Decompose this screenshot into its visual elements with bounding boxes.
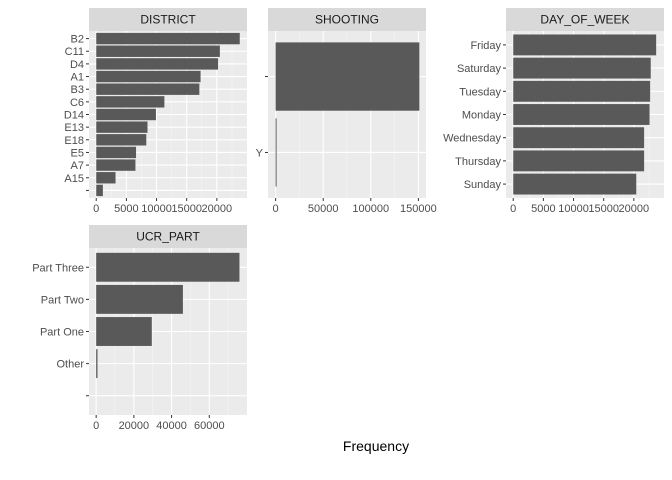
- x-tick-label: 20000: [619, 203, 650, 215]
- facet-title: SHOOTING: [315, 13, 379, 27]
- bar: [96, 134, 147, 146]
- facet-ucr-part: UCR_PART Part Three Part Two Part One Other 0…: [32, 225, 247, 432]
- x-tick-label: 60000: [194, 420, 225, 432]
- y-tick-label: E13: [64, 122, 84, 134]
- y-tick-label: Saturday: [457, 63, 502, 75]
- bar: [513, 127, 645, 149]
- y-tick-label: D14: [64, 110, 84, 122]
- facet-strip: [268, 8, 426, 31]
- y-tick-label: A15: [64, 173, 84, 185]
- bar: [96, 349, 98, 379]
- facet-strip: [89, 8, 247, 31]
- bar: [96, 32, 240, 45]
- x-tick-label: 0: [93, 420, 99, 432]
- y-tick-label: Other: [56, 359, 84, 371]
- bar: [513, 80, 651, 102]
- facet-title: DISTRICT: [140, 13, 196, 27]
- x-tick-label: 5000: [531, 203, 555, 215]
- y-tick-label: B2: [71, 34, 84, 46]
- y-tick-label: A1: [71, 72, 84, 84]
- x-tick-label: 100000: [352, 203, 389, 215]
- x-axis-title: Frequency: [343, 438, 409, 454]
- x-tick-label: 150000: [400, 203, 437, 215]
- facet-title: DAY_OF_WEEK: [540, 13, 629, 27]
- bar: [96, 58, 219, 70]
- x-tick-label: 20000: [119, 420, 150, 432]
- x-tick-label: 50000: [308, 203, 339, 215]
- bar: [96, 284, 183, 314]
- bar: [275, 118, 277, 187]
- y-tick-label: Friday: [470, 40, 501, 52]
- x-tick-label: 0: [273, 203, 279, 215]
- x-tick-label: 40000: [156, 420, 187, 432]
- y-tick-label: Thursday: [455, 156, 501, 168]
- facet-strip: [89, 225, 247, 248]
- x-tick-label: 10000: [558, 203, 589, 215]
- facet-shooting: SHOOTING Y 0 50000 100000 150000: [256, 8, 437, 215]
- y-tick-label: Part Three: [32, 262, 84, 274]
- facet-strip: [506, 8, 664, 31]
- y-tick-label: Wednesday: [443, 133, 501, 145]
- y-tick-label: Part Two: [41, 294, 84, 306]
- bar: [96, 172, 116, 184]
- bar: [96, 252, 240, 282]
- y-tick-label: C11: [65, 46, 84, 58]
- bar: [96, 45, 220, 57]
- bar: [513, 173, 637, 195]
- y-tick-label: Y: [256, 147, 264, 159]
- bar: [275, 42, 420, 111]
- y-tick-label: Tuesday: [459, 86, 501, 98]
- y-tick-label: C6: [70, 97, 84, 109]
- x-tick-label: 0: [93, 203, 99, 215]
- bar: [513, 104, 650, 125]
- bar: [96, 70, 201, 83]
- y-tick-label: B3: [71, 84, 84, 96]
- x-tick-label: 10000: [141, 203, 172, 215]
- bar: [96, 83, 200, 95]
- x-tick-label: 15000: [588, 203, 619, 215]
- bar: [513, 150, 645, 172]
- x-tick-label: 20000: [202, 203, 233, 215]
- facet-title: UCR_PART: [136, 230, 200, 244]
- y-tick-label: E5: [71, 147, 84, 159]
- bar: [96, 159, 136, 171]
- bar: [96, 96, 165, 108]
- x-tick-label: 15000: [171, 203, 202, 215]
- bar: [96, 146, 137, 159]
- x-tick-label: 5000: [114, 203, 138, 215]
- bar: [96, 317, 152, 346]
- y-tick-label: Sunday: [464, 179, 502, 191]
- y-tick-label: Monday: [462, 110, 502, 122]
- y-tick-label: A7: [71, 160, 84, 172]
- bar: [513, 34, 657, 56]
- bar: [96, 121, 148, 133]
- bar: [96, 108, 156, 121]
- bar: [96, 184, 103, 197]
- y-tick-label: Part One: [40, 327, 84, 339]
- x-tick-label: 0: [510, 203, 516, 215]
- y-tick-label: D4: [70, 59, 84, 71]
- y-tick-label: E18: [64, 135, 84, 147]
- bar: [513, 57, 651, 79]
- facet-day-of-week: DAY_OF_WEEK Friday Saturday Tuesday Monday We…: [443, 8, 664, 215]
